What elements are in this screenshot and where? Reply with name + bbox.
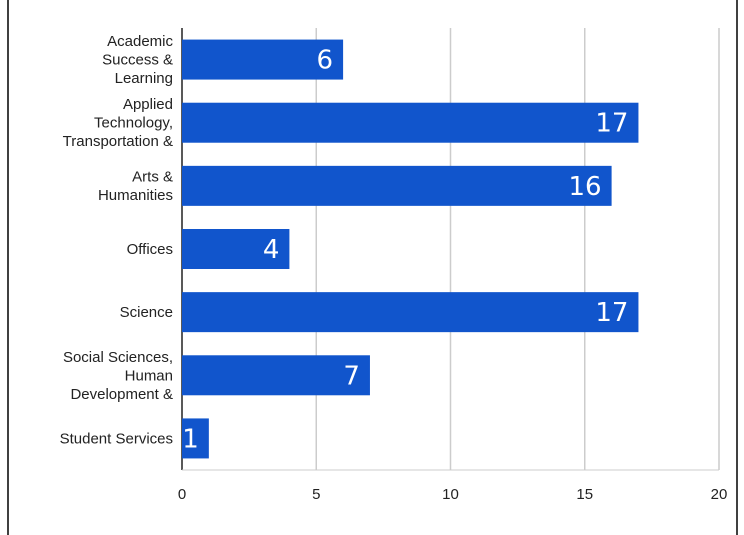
category-label-5: Social Sciences, Human Development &: [63, 349, 173, 403]
data-label-1: 17: [595, 109, 628, 139]
category-label-line: Applied: [123, 96, 173, 113]
x-tick-label-20: 20: [711, 486, 728, 503]
x-tick-label-15: 15: [576, 486, 593, 503]
x-tick-label-0: 0: [178, 486, 186, 503]
category-label-line: Academic: [107, 33, 173, 50]
category-label-line: Success &: [102, 52, 173, 69]
category-label-line: Offices: [127, 241, 173, 258]
bar-1: [182, 102, 639, 143]
data-label-6: 1: [182, 424, 199, 454]
category-label-line: Arts &: [132, 169, 173, 186]
bar-0: [182, 39, 344, 80]
bar-2: [182, 165, 612, 206]
bar-5: [182, 355, 370, 396]
bar-3: [182, 229, 290, 269]
category-label-line: Social Sciences,: [63, 349, 173, 366]
category-label-line: Humanities: [98, 187, 173, 204]
x-tick-label-10: 10: [442, 486, 459, 503]
category-label-line: Transportation &: [63, 133, 173, 150]
x-tick-label-5: 5: [312, 486, 320, 503]
category-label-4: Science: [120, 304, 173, 321]
category-label-line: Learning: [115, 70, 173, 87]
data-label-4: 17: [595, 298, 628, 328]
category-label-2: Arts & Humanities: [98, 169, 173, 205]
category-label-line: Human: [125, 367, 173, 384]
bar-4: [182, 292, 639, 333]
category-label-6: Student Services: [60, 430, 173, 447]
category-label-1: Applied Technology, Transportation &: [63, 96, 173, 150]
category-label-line: Student Services: [60, 430, 173, 447]
bar-6: [182, 418, 209, 459]
category-label-line: Science: [120, 304, 173, 321]
category-label-0: Academic Success & Learning: [102, 33, 173, 87]
data-label-3: 4: [263, 235, 280, 265]
category-label-line: Development &: [70, 386, 173, 403]
category-label-3: Offices: [127, 241, 173, 258]
data-label-5: 7: [343, 361, 360, 391]
category-label-line: Technology,: [94, 115, 173, 132]
data-label-0: 6: [317, 46, 334, 76]
data-label-2: 16: [569, 172, 602, 202]
